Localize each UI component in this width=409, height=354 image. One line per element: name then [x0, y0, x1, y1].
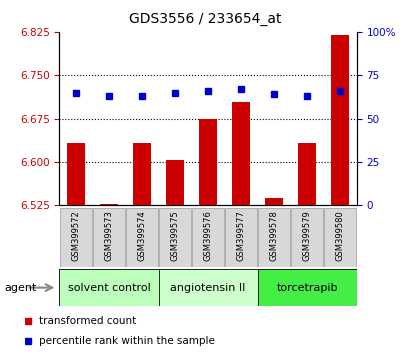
Text: solvent control: solvent control [67, 282, 150, 293]
FancyBboxPatch shape [158, 269, 257, 306]
FancyBboxPatch shape [60, 208, 92, 267]
Text: GSM399575: GSM399575 [170, 210, 179, 261]
Text: torcetrapib: torcetrapib [276, 282, 337, 293]
Text: GSM399578: GSM399578 [269, 210, 278, 261]
Text: agent: agent [4, 282, 36, 293]
Bar [100, 204, 118, 205]
FancyBboxPatch shape [126, 208, 157, 267]
FancyBboxPatch shape [192, 208, 223, 267]
Bar [133, 143, 151, 205]
Text: GSM399574: GSM399574 [137, 210, 146, 261]
Bar [264, 198, 283, 205]
FancyBboxPatch shape [324, 208, 355, 267]
FancyBboxPatch shape [257, 269, 356, 306]
Bar [231, 102, 249, 205]
FancyBboxPatch shape [159, 208, 191, 267]
FancyBboxPatch shape [59, 269, 158, 306]
Text: GSM399572: GSM399572 [71, 210, 80, 261]
FancyBboxPatch shape [290, 208, 322, 267]
Bar [297, 143, 315, 205]
Text: GSM399576: GSM399576 [203, 210, 212, 261]
Text: GSM399580: GSM399580 [335, 210, 344, 261]
FancyBboxPatch shape [225, 208, 256, 267]
FancyBboxPatch shape [258, 208, 289, 267]
Text: GSM399573: GSM399573 [104, 210, 113, 261]
Text: GDS3556 / 233654_at: GDS3556 / 233654_at [128, 12, 281, 27]
FancyBboxPatch shape [59, 269, 356, 306]
Bar [198, 119, 217, 205]
Text: percentile rank within the sample: percentile rank within the sample [39, 336, 215, 346]
FancyBboxPatch shape [93, 208, 124, 267]
Bar [67, 143, 85, 205]
Text: angiotensin II: angiotensin II [170, 282, 245, 293]
Text: transformed count: transformed count [39, 316, 136, 326]
Bar [166, 160, 184, 205]
Text: GSM399579: GSM399579 [302, 210, 311, 261]
Text: GSM399577: GSM399577 [236, 210, 245, 261]
Bar [330, 35, 348, 205]
